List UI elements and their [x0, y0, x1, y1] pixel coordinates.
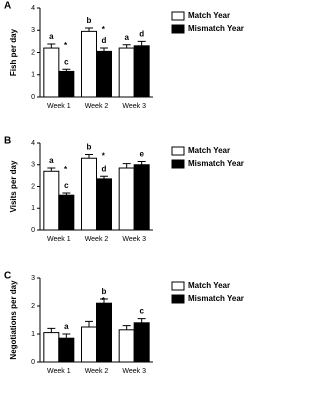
y-axis-label: Fish per day: [9, 28, 18, 76]
error-bar: [47, 327, 56, 333]
bar: [43, 332, 60, 363]
error-bar: [100, 298, 108, 304]
legend-label: Match Year: [188, 146, 230, 155]
error-bar: [62, 68, 71, 72]
y-tick-label: 2: [31, 49, 35, 56]
significance-star: *: [64, 165, 68, 174]
error-bar: [85, 27, 93, 32]
significance-letter: d: [102, 164, 107, 173]
error-bar: [85, 154, 93, 159]
y-tick-label: 3: [31, 162, 35, 169]
x-tick-label: Week 3: [122, 236, 146, 243]
significance-letter: a: [124, 33, 129, 42]
legend-swatch: [171, 146, 185, 156]
bar: [96, 178, 112, 231]
x-tick-label: Week 1: [47, 236, 71, 243]
significance-letter: c: [64, 181, 69, 190]
legend-swatch: [171, 159, 185, 169]
y-axis-label: Visits per day: [9, 160, 18, 212]
y-tick-label: 4: [31, 5, 35, 12]
x-tick-label: Week 2: [85, 103, 109, 110]
bar: [58, 337, 75, 363]
significance-star: *: [64, 41, 68, 50]
y-tick-label: 1: [31, 205, 35, 212]
bar: [118, 329, 135, 363]
error-bar: [62, 192, 71, 196]
y-tick-label: 4: [31, 140, 35, 147]
bar: [58, 70, 75, 98]
legend-label: Mismatch Year: [188, 24, 244, 33]
significance-star: *: [102, 296, 106, 305]
legend-swatch: [171, 294, 185, 304]
y-tick-label: 2: [31, 303, 35, 310]
significance-letter: c: [139, 307, 144, 316]
bar: [81, 30, 97, 98]
error-bar: [85, 320, 93, 327]
bar: [81, 157, 97, 231]
significance-letter: b: [102, 287, 107, 296]
legend-swatch: [171, 281, 185, 291]
significance-letter: b: [87, 16, 92, 25]
error-bar: [122, 325, 131, 330]
x-tick-label: Week 3: [122, 103, 146, 110]
significance-letter: a: [49, 32, 54, 41]
legend-label: Mismatch Year: [188, 159, 244, 168]
bar: [58, 194, 75, 231]
y-tick-label: 2: [31, 183, 35, 190]
bar: [133, 322, 150, 363]
bar: [133, 45, 150, 98]
legend-label: Match Year: [188, 11, 230, 20]
legend-swatch: [171, 11, 185, 21]
panel-label: A: [4, 1, 11, 12]
error-bar: [100, 175, 108, 179]
significance-letter: e: [139, 150, 144, 159]
significance-star: *: [102, 152, 106, 161]
y-tick-label: 3: [31, 27, 35, 34]
y-axis-label: Negotiations per day: [9, 280, 18, 360]
panel-label: C: [4, 271, 11, 282]
panel-label: B: [4, 136, 11, 147]
error-bar: [47, 43, 56, 49]
error-bar: [137, 160, 146, 165]
y-tick-label: 1: [31, 331, 35, 338]
bar: [96, 50, 112, 98]
significance-letter: d: [139, 29, 144, 38]
significance-letter: d: [102, 36, 107, 45]
significance-letter: c: [64, 57, 69, 66]
error-bar: [47, 167, 56, 172]
figure: A Fish per day 0 1 2 3 4 Week 1 a c * Week 2 b d * Week…: [4, 1, 244, 375]
x-tick-label: Week 1: [47, 103, 71, 110]
error-bar: [122, 44, 131, 49]
bar: [133, 164, 150, 231]
bar: [118, 167, 135, 231]
significance-letter: a: [64, 322, 69, 331]
significance-letter: b: [87, 143, 92, 152]
error-bar: [62, 333, 71, 339]
x-tick-label: Week 1: [47, 368, 71, 375]
bar: [81, 326, 97, 363]
significance-star: *: [102, 25, 106, 34]
x-tick-label: Week 2: [85, 236, 109, 243]
significance-letter: a: [49, 156, 54, 165]
legend-label: Match Year: [188, 281, 230, 290]
bar: [43, 47, 60, 98]
x-tick-label: Week 2: [85, 368, 109, 375]
error-bar: [100, 47, 108, 52]
bar: [43, 170, 60, 231]
y-tick-label: 0: [31, 94, 35, 101]
y-tick-label: 0: [31, 227, 35, 234]
legend-label: Mismatch Year: [188, 294, 244, 303]
error-bar: [137, 318, 146, 323]
y-tick-label: 3: [31, 275, 35, 282]
x-tick-label: Week 3: [122, 368, 146, 375]
bar: [118, 47, 135, 98]
y-tick-label: 0: [31, 359, 35, 366]
y-tick-label: 1: [31, 72, 35, 79]
error-bar: [137, 40, 146, 46]
error-bar: [122, 163, 131, 169]
legend-swatch: [171, 24, 185, 34]
bar: [96, 302, 112, 363]
